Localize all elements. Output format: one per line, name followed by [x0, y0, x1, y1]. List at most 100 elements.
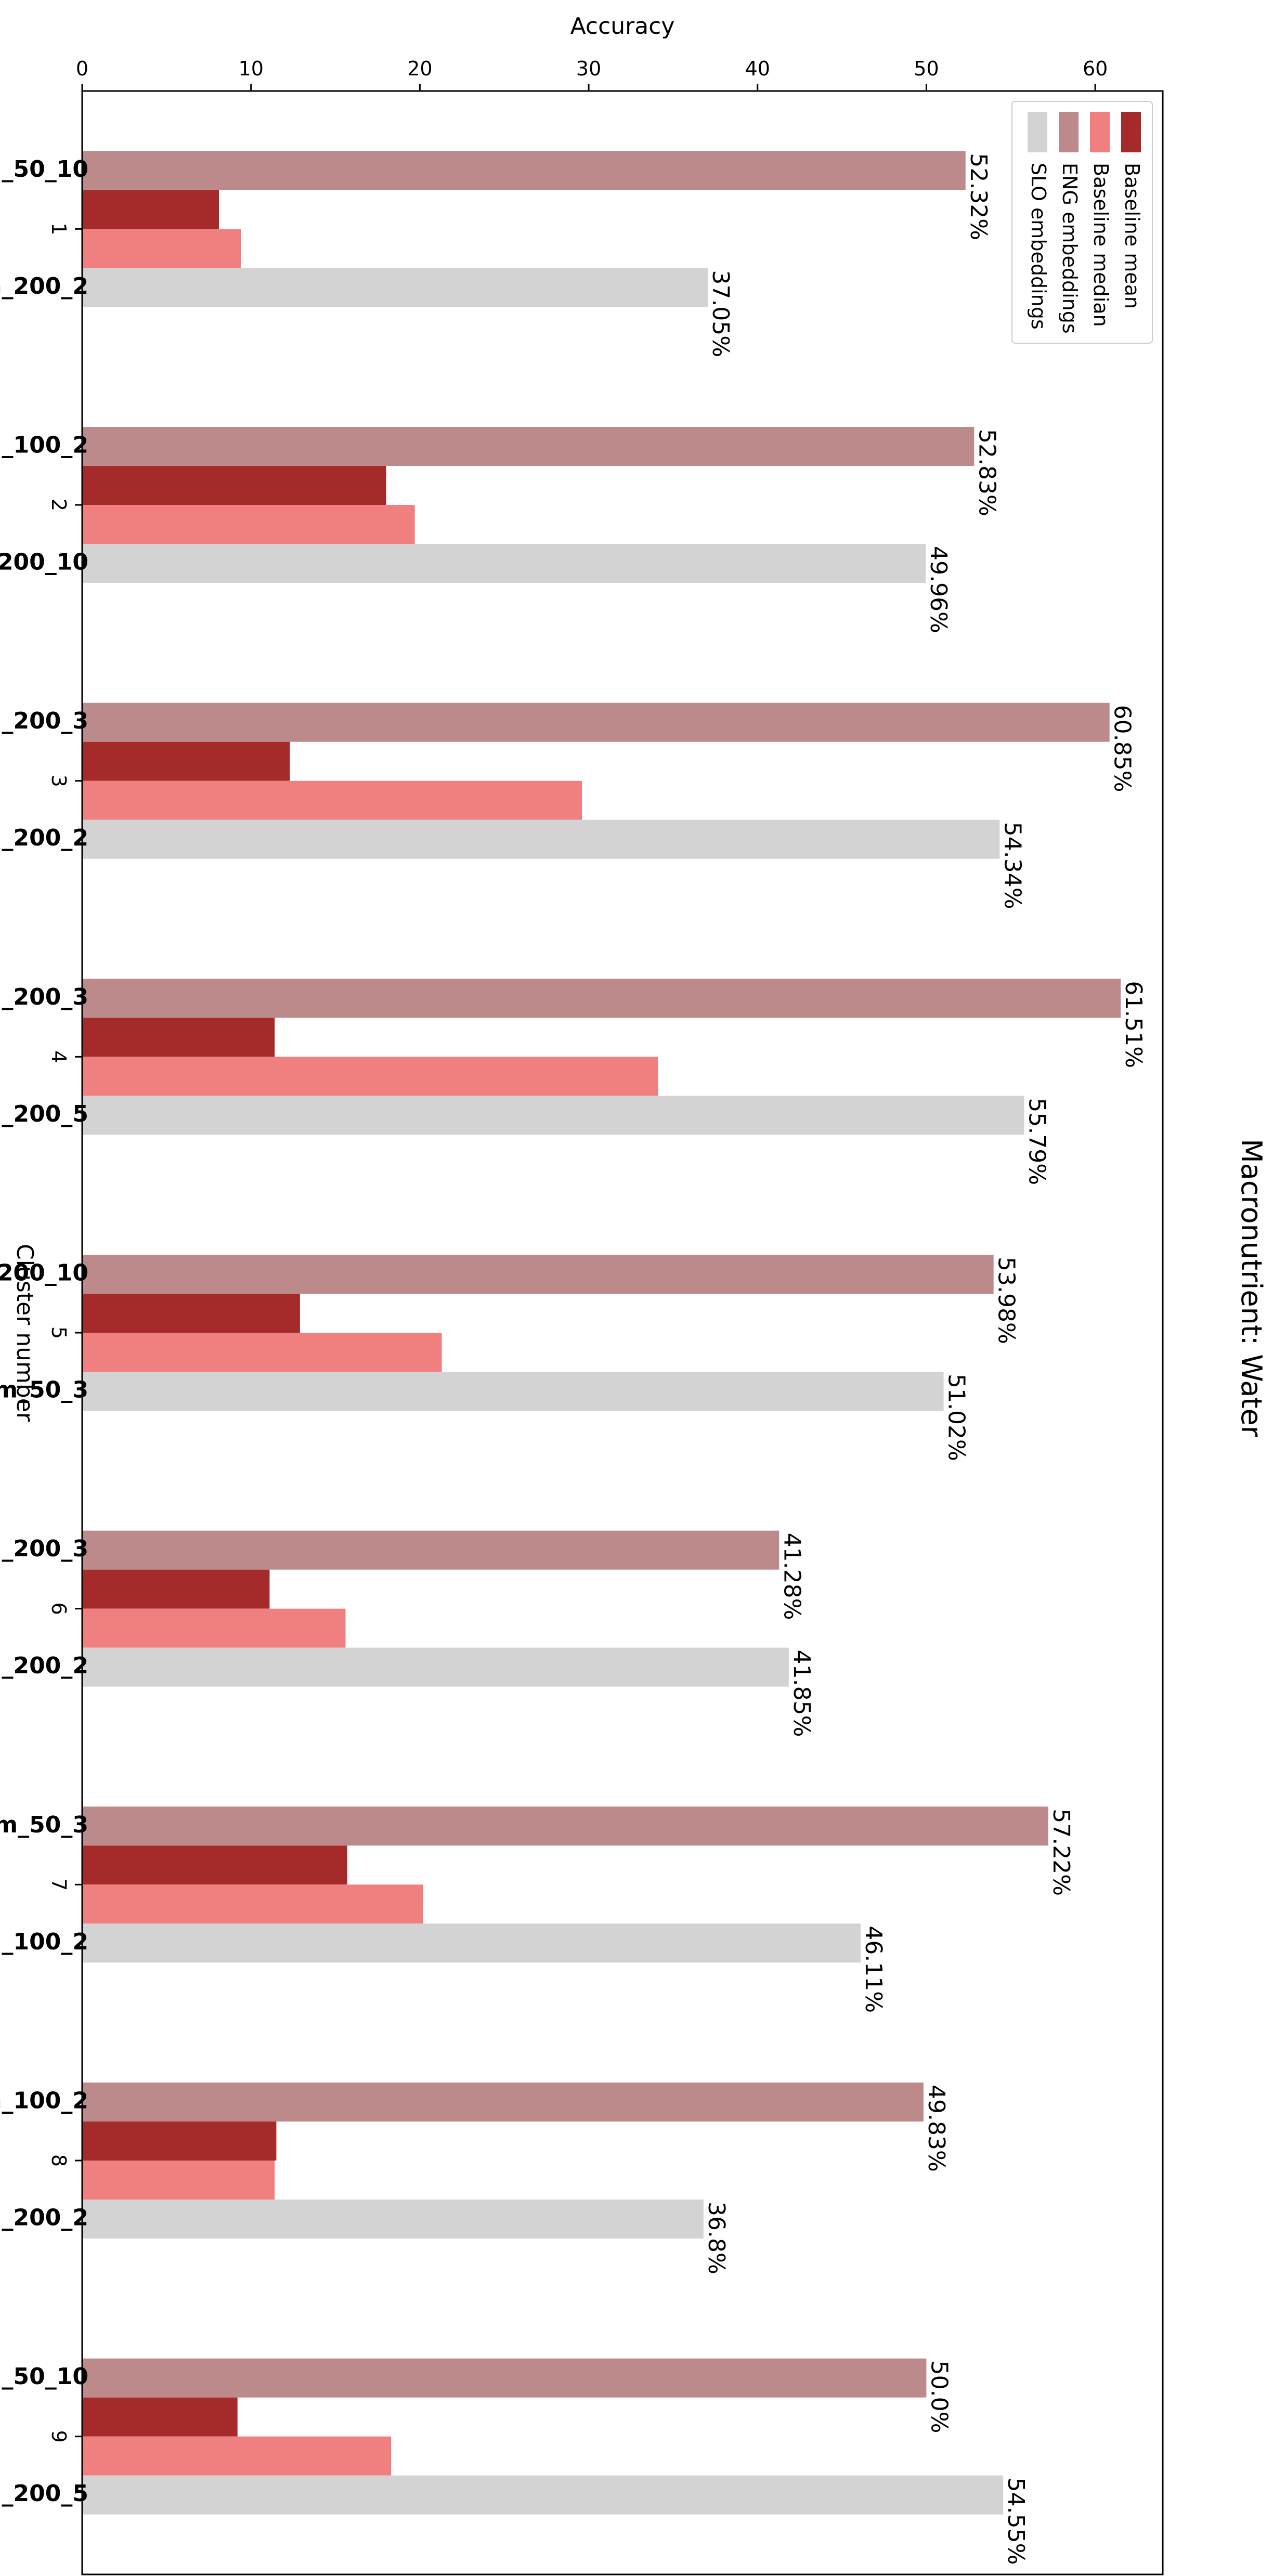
bar-eng-embeddings-cluster-1 — [82, 151, 966, 190]
bar-baseline-mean-cluster-1 — [82, 190, 219, 229]
bar-baseline-median-cluster-8 — [82, 2161, 275, 2200]
bar-label-slo-cluster-5: Doc2VecPV-DBOW_sum_50_3 — [0, 1377, 88, 1403]
bar-slo-embeddings-cluster-7 — [82, 1923, 861, 1963]
value-label-eng-cluster-3: 60.85% — [1109, 705, 1136, 792]
bar-label-eng-cluster-2: Glove_avg_100_2 — [0, 432, 88, 459]
value-label-slo-cluster-9: 54.55% — [1003, 2478, 1029, 2565]
value-label-slo-cluster-1: 37.05% — [707, 270, 734, 357]
bar-baseline-mean-cluster-7 — [82, 1845, 347, 1885]
bar-eng-embeddings-cluster-8 — [82, 2083, 924, 2122]
bar-slo-embeddings-cluster-2 — [82, 544, 926, 583]
bar-label-slo-cluster-1: Glove_sum_200_2 — [0, 273, 88, 300]
bar-baseline-median-cluster-2 — [82, 505, 415, 544]
x-tick-label-7: 7 — [47, 1878, 70, 1891]
bar-eng-embeddings-cluster-9 — [82, 2358, 927, 2398]
bar-baseline-median-cluster-5 — [82, 1333, 442, 1372]
value-label-eng-cluster-4: 61.51% — [1120, 981, 1147, 1068]
x-tick-label-4: 4 — [47, 1050, 70, 1063]
value-label-slo-cluster-5: 51.02% — [943, 1374, 970, 1461]
bar-label-eng-cluster-5: Doc2VecPV-DBOW_avg_200_10 — [0, 1260, 88, 1286]
value-label-eng-cluster-2: 52.83% — [973, 429, 1000, 516]
x-tick-label-9: 9 — [47, 2430, 70, 2443]
value-label-slo-cluster-8: 36.8% — [703, 2202, 730, 2274]
bar-eng-embeddings-cluster-6 — [82, 1530, 780, 1570]
bar-label-eng-cluster-6: Doc2VecPV-DBOW_avg_200_3 — [0, 1536, 88, 1562]
bar-label-slo-cluster-3: Doc2VecPV-DBOW_avg_200_2 — [0, 825, 88, 851]
bar-eng-embeddings-cluster-5 — [82, 1255, 994, 1294]
bar-slo-embeddings-cluster-3 — [82, 819, 1000, 859]
bar-slo-embeddings-cluster-4 — [82, 1096, 1024, 1135]
bar-baseline-mean-cluster-3 — [82, 741, 290, 781]
bar-baseline-median-cluster-3 — [82, 780, 582, 820]
chart-title: Macronutrient: Water — [1235, 1139, 1268, 1438]
value-label-eng-cluster-6: 41.28% — [778, 1533, 805, 1620]
plot-frame — [81, 90, 1164, 2575]
bar-label-slo-cluster-7: Word2vecSG_sum_100_2 — [0, 1929, 88, 1955]
bar-baseline-median-cluster-6 — [82, 1608, 346, 1648]
x-tick-label-8: 8 — [47, 2154, 70, 2167]
bar-baseline-mean-cluster-5 — [82, 1294, 300, 1333]
value-axis-title: Accuracy — [570, 13, 675, 40]
legend-swatch-baseline-median — [1090, 112, 1110, 152]
category-axis-title: Cluster number — [11, 1244, 38, 1422]
value-label-eng-cluster-1: 52.32% — [965, 153, 992, 240]
value-label-eng-cluster-5: 53.98% — [993, 1257, 1020, 1344]
value-label-slo-cluster-6: 41.85% — [788, 1650, 815, 1737]
bar-slo-embeddings-cluster-9 — [82, 2475, 1004, 2515]
bar-baseline-median-cluster-1 — [82, 229, 241, 268]
bar-slo-embeddings-cluster-8 — [82, 2200, 704, 2239]
legend-swatch-baseline-mean — [1121, 112, 1141, 152]
bar-baseline-median-cluster-4 — [82, 1057, 658, 1096]
legend-label-baseline-median: Baseline median — [1089, 163, 1112, 327]
legend-label-baseline-mean: Baseline mean — [1121, 163, 1144, 309]
legend-swatch-slo-embeddings — [1028, 112, 1047, 152]
bar-label-slo-cluster-6: Doc2VecPV-DBOW_avg_200_2 — [0, 1653, 88, 1679]
bar-eng-embeddings-cluster-4 — [82, 979, 1121, 1018]
x-tick-label-1: 1 — [47, 223, 70, 235]
legend-box — [1011, 101, 1153, 344]
x-tick-label-2: 2 — [47, 499, 70, 511]
y-tick-label-20: 20 — [407, 57, 432, 80]
x-tick-label-6: 6 — [47, 1603, 70, 1615]
bar-baseline-mean-cluster-8 — [82, 2122, 277, 2161]
bar-label-eng-cluster-3: Glove_avg_200_3 — [0, 708, 88, 734]
y-tick-label-10: 10 — [239, 57, 264, 80]
x-tick-label-5: 5 — [47, 1326, 70, 1339]
bar-baseline-median-cluster-7 — [82, 1884, 423, 1924]
bar-label-slo-cluster-2: Word2vecSG_avg_200_10 — [0, 549, 88, 576]
bar-eng-embeddings-cluster-7 — [82, 1806, 1048, 1846]
value-label-slo-cluster-3: 54.34% — [999, 822, 1025, 909]
y-tick-label-40: 40 — [745, 57, 770, 80]
y-tick-label-0: 0 — [76, 57, 88, 80]
bar-label-eng-cluster-4: Glove_sum_200_3 — [0, 984, 88, 1010]
bar-slo-embeddings-cluster-1 — [82, 268, 708, 307]
bar-label-slo-cluster-9: Word2vecCBOW_avg_200_5 — [0, 2480, 88, 2507]
bar-eng-embeddings-cluster-3 — [82, 702, 1110, 742]
bar-baseline-mean-cluster-4 — [82, 1018, 275, 1057]
bar-label-eng-cluster-8: Doc2VecPV-DM_sum_100_2 — [0, 2088, 88, 2114]
value-label-slo-cluster-7: 46.11% — [860, 1926, 887, 2013]
value-label-slo-cluster-2: 49.96% — [925, 546, 952, 633]
bar-slo-embeddings-cluster-6 — [82, 1647, 789, 1687]
bar-label-slo-cluster-4: Doc2VecPV-DBOW_avg_200_5 — [0, 1101, 88, 1127]
value-label-slo-cluster-4: 55.79% — [1023, 1098, 1050, 1185]
bar-baseline-median-cluster-9 — [82, 2436, 392, 2476]
bar-label-eng-cluster-7: Doc2VecPV-DM_sum_50_3 — [0, 1812, 88, 1838]
bar-label-eng-cluster-1: Glove_avg_50_10 — [0, 156, 88, 183]
bar-baseline-mean-cluster-2 — [82, 466, 386, 505]
x-tick-label-3: 3 — [47, 775, 70, 787]
y-tick-label-30: 30 — [576, 57, 601, 80]
y-tick-label-60: 60 — [1083, 57, 1108, 80]
bar-baseline-mean-cluster-9 — [82, 2397, 238, 2437]
bar-baseline-mean-cluster-6 — [82, 1569, 270, 1609]
bar-label-slo-cluster-8: Glove_sum_200_2 — [0, 2205, 88, 2231]
bar-eng-embeddings-cluster-2 — [82, 427, 975, 466]
value-label-eng-cluster-8: 49.83% — [923, 2085, 950, 2172]
y-tick-label-50: 50 — [914, 57, 939, 80]
legend-swatch-eng-embeddings — [1059, 112, 1079, 152]
bar-label-eng-cluster-9: Doc2VecPV-DM_sum_50_10 — [0, 2363, 88, 2390]
value-label-eng-cluster-9: 50.0% — [926, 2361, 952, 2434]
value-label-eng-cluster-7: 57.22% — [1048, 1809, 1074, 1896]
legend-label-slo-embeddings: SLO embeddings — [1027, 163, 1050, 330]
